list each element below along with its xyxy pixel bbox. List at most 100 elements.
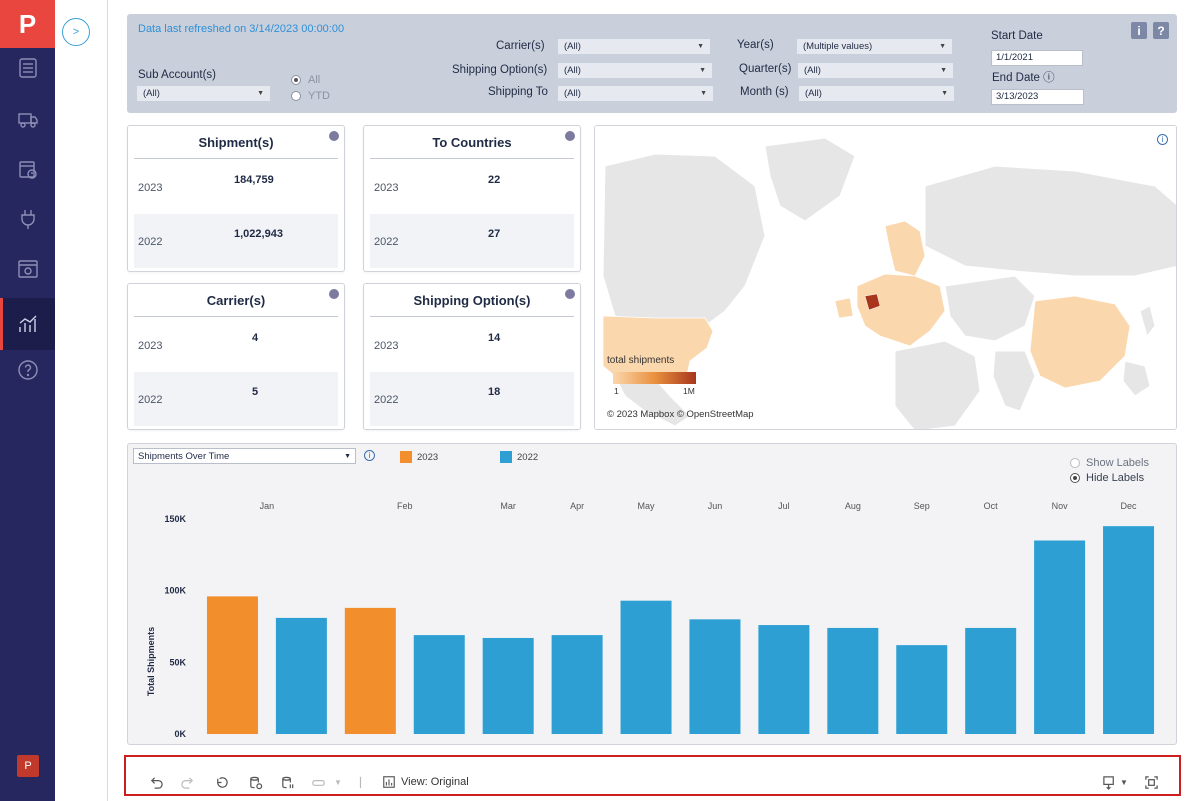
refresh-timestamp: Data last refreshed on 3/14/2023 00:00:0… [138,23,345,35]
map-attribution: © 2023 Mapbox © OpenStreetMap [607,409,754,420]
show-labels-radio[interactable]: Show Labels [1070,457,1149,469]
quarter-select[interactable]: (All) ▼ [798,63,953,78]
undo-icon[interactable] [148,774,164,790]
chevron-down-icon[interactable]: ▼ [334,777,342,787]
bar-2022-sep[interactable] [896,645,948,734]
carrier-select[interactable]: (All) ▼ [558,39,710,54]
chart-info-icon[interactable]: i [364,450,375,461]
card-row: 2022 1,022,943 [134,214,338,268]
radio-on-icon [1070,473,1080,483]
view-original-button[interactable]: View: Original [382,775,469,789]
chevron-down-icon: ▼ [941,90,948,97]
bar-2022-dec[interactable] [1103,526,1155,734]
bar-2022-jan[interactable] [275,617,327,734]
kpi-card-shipments: Shipment(s) 2023 184,759 2022 1,022,943 [127,125,345,272]
list-icon[interactable] [17,57,39,79]
map-region-netherlands [864,293,881,311]
bar-2022-oct[interactable] [965,627,1017,734]
x-tick-label: Mar [500,501,516,511]
truck-icon[interactable] [17,108,39,130]
card-menu-icon[interactable] [565,289,575,299]
divider [107,0,108,801]
pause-data-icon[interactable] [279,774,295,790]
divider [134,316,338,317]
plug-icon[interactable] [17,208,39,230]
card-title: Carrier(s) [206,293,266,308]
kpi-card-carriers: Carrier(s) 2023 4 2022 5 [127,283,345,430]
y-tick-label: 100K [164,586,186,596]
fullscreen-icon[interactable] [1143,774,1159,790]
card-row: 2023 22 [374,174,501,194]
bar-2022-feb[interactable] [413,635,465,734]
card-menu-icon[interactable] [565,131,575,141]
chevron-down-icon[interactable]: ▼ [1120,777,1128,787]
card-row: 2023 4 [138,332,259,352]
share-icon[interactable] [310,774,326,790]
month-select[interactable]: (All) ▼ [799,86,954,101]
question-icon[interactable] [17,359,39,381]
calendar-clock-icon[interactable] [17,158,39,180]
bar-2022-jul[interactable] [758,625,810,734]
legend-item-2022[interactable]: 2022 [500,451,538,463]
bar-2022-nov[interactable] [1034,540,1086,735]
sub-account-label: Sub Account(s) [138,69,216,81]
help-button[interactable]: ? [1153,22,1169,39]
gear-window-icon[interactable] [17,258,39,280]
x-tick-label: Aug [845,501,861,511]
hide-labels-radio[interactable]: Hide Labels [1070,472,1144,484]
legend-item-2023[interactable]: 2023 [400,451,438,463]
world-map [595,126,1176,429]
shipping-option-label: Shipping Option(s) [452,64,548,76]
chart-type-select[interactable]: Shipments Over Time ▼ [133,448,356,464]
bar-2022-aug[interactable] [827,627,879,734]
filter-bar: Data last refreshed on 3/14/2023 00:00:0… [127,14,1177,113]
info-button[interactable]: i [1131,22,1147,39]
revert-icon[interactable] [213,774,229,790]
redo-icon[interactable] [179,774,195,790]
radio-all[interactable]: All [291,74,320,86]
shipments-map[interactable]: i total shipments 1 1M © 2023 Mapbox © O… [594,125,1177,430]
bar-2023-feb[interactable] [344,607,396,734]
card-row: 2023 14 [374,332,501,352]
bar-2022-jun[interactable] [689,619,741,734]
card-title: Shipment(s) [198,135,274,150]
y-axis-label: Total Shipments [146,627,156,696]
year-select[interactable]: (Multiple values) ▼ [797,39,952,54]
card-menu-icon[interactable] [329,131,339,141]
map-info-icon[interactable]: i [1157,134,1168,145]
start-date-label: Start Date [991,30,1043,42]
map-legend-gradient [613,372,696,384]
radio-ytd[interactable]: YTD [291,90,330,102]
x-tick-label: Apr [570,501,584,511]
legend-swatch [500,451,512,463]
sub-account-select[interactable]: (All) ▼ [137,86,270,101]
y-tick-label: 150K [164,514,186,524]
card-row: 2022 5 [134,372,338,426]
card-row: 2022 27 [370,214,574,268]
expand-sidebar-button[interactable]: > [62,18,90,46]
x-tick-label: Dec [1121,501,1138,511]
bar-2022-may[interactable] [620,600,672,734]
download-icon[interactable] [1101,774,1117,790]
card-menu-icon[interactable] [329,289,339,299]
bar-2022-mar[interactable] [482,637,534,734]
end-date-input[interactable]: 3/13/2023 [991,89,1084,105]
refresh-data-icon[interactable] [247,774,263,790]
chevron-down-icon: ▼ [697,43,704,50]
sidebar: P P [0,0,55,801]
start-date-input[interactable]: 1/1/2021 [991,50,1083,66]
shipping-to-select[interactable]: (All) ▼ [558,86,713,101]
bar-2022-apr[interactable] [551,635,603,734]
bar-2023-jan[interactable] [206,596,258,734]
map-region [1139,305,1156,338]
map-region [602,153,766,327]
app-logo[interactable]: P [0,0,55,48]
year-label: Year(s) [737,39,774,51]
user-avatar[interactable]: P [17,755,39,777]
map-region [894,340,981,429]
map-region-europe [856,273,946,347]
shipping-option-select[interactable]: (All) ▼ [558,63,712,78]
map-region [1122,360,1151,397]
map-region [764,137,856,222]
chart-icon[interactable] [17,313,39,335]
